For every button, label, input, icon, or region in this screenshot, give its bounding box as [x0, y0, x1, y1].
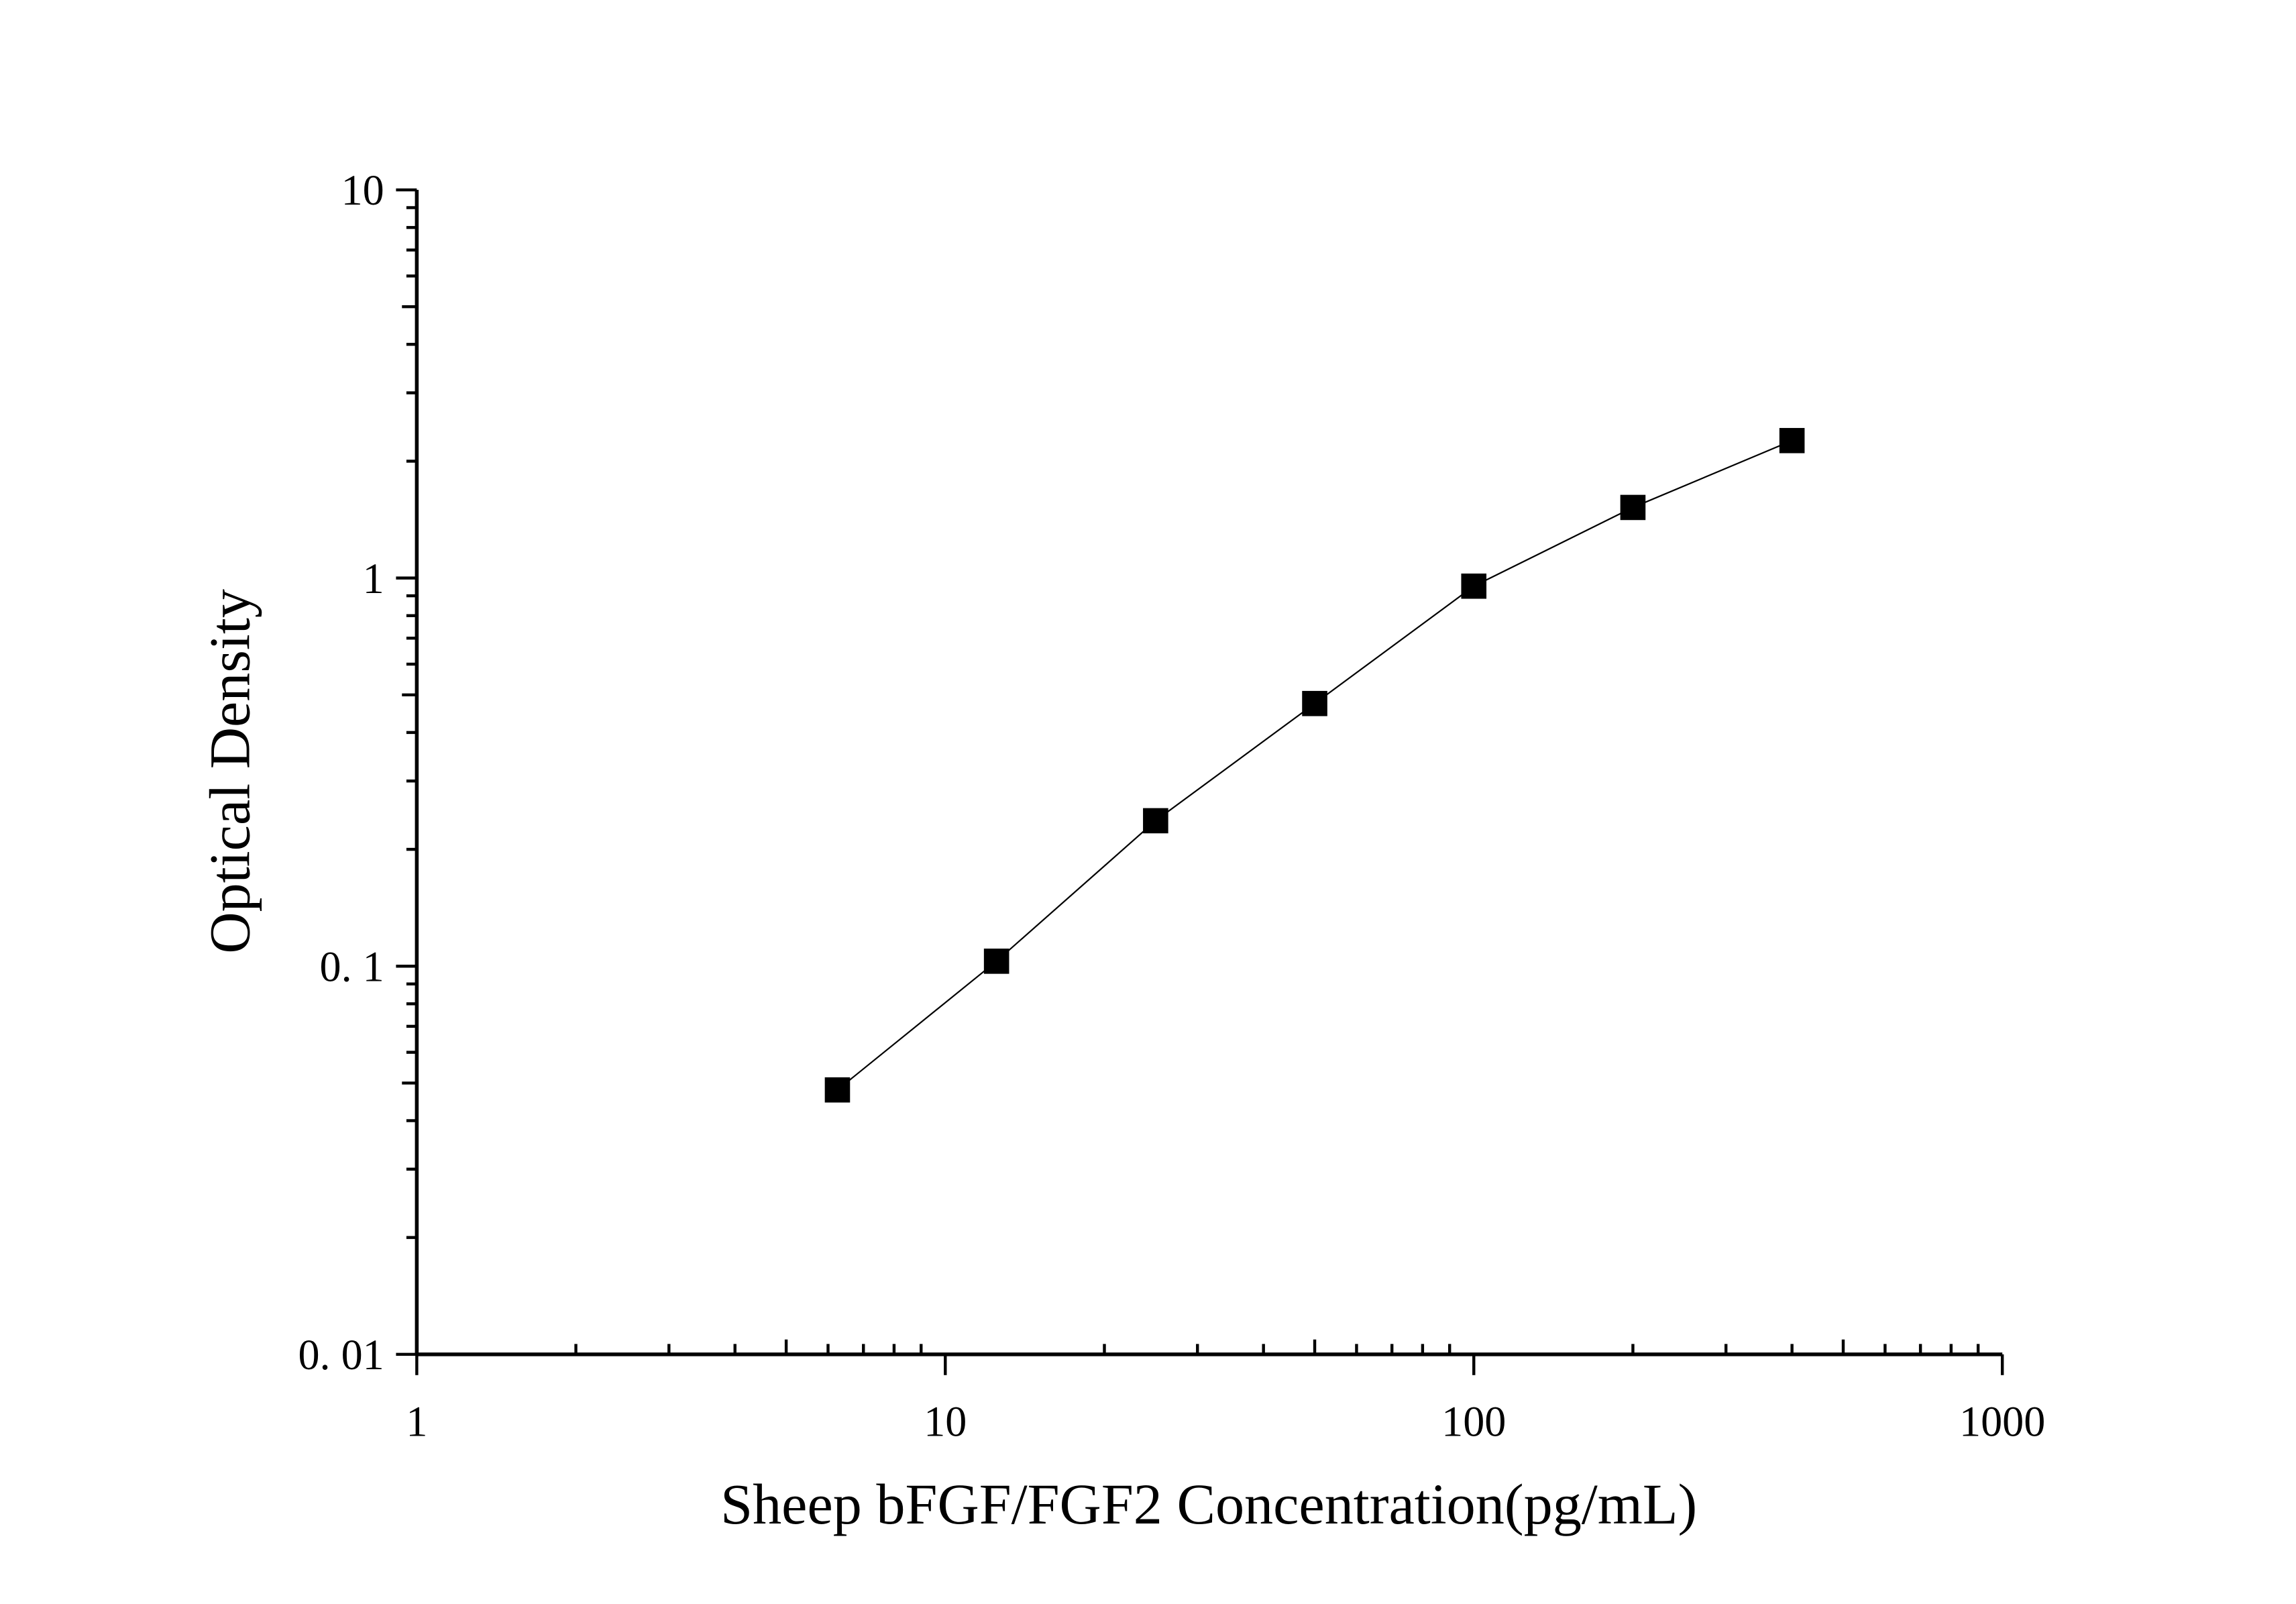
data-point	[1620, 494, 1646, 521]
data-point	[983, 949, 1009, 974]
y-axis-title: Optical Density	[197, 589, 262, 954]
y-tick-label: 10	[341, 166, 384, 214]
data-point	[1461, 573, 1487, 599]
x-tick-label: 1000	[1959, 1397, 2045, 1445]
y-tick-label: 1	[363, 555, 384, 602]
x-tick-label: 10	[924, 1397, 967, 1445]
data-point	[1779, 427, 1805, 453]
x-tick-label: 100	[1441, 1397, 1506, 1445]
data-point	[1302, 690, 1327, 716]
y-tick-label: 0. 01	[298, 1331, 384, 1379]
x-tick-label: 1	[406, 1397, 427, 1445]
x-axis-title: Sheep bFGF/FGF2 Concentration(pg/mL)	[720, 1472, 1697, 1536]
y-tick-label: 0. 1	[320, 943, 384, 990]
data-point	[824, 1077, 851, 1103]
data-point	[1143, 808, 1168, 834]
